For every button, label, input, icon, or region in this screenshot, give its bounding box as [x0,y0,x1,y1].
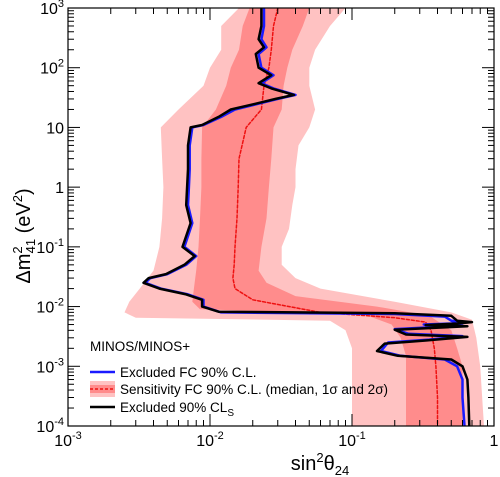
x-tick-label: 10-2 [196,430,224,450]
y-tick-label: 10-1 [36,237,64,257]
x-tick-label: 10-3 [54,430,82,450]
axis-ticks [67,7,495,427]
x-tick-label: 10-1 [338,430,366,450]
1-sigma-band [192,8,463,426]
y-axis-title: Δm241 (eV2) [10,188,38,283]
y-tick-label: 10 [46,120,64,137]
y-tick-label: 1 [55,180,64,197]
x-tick-label: 1 [490,433,499,450]
contour-lines [142,8,474,426]
legend-label-sensitivity: Sensitivity FC 90% C.L. (median, 1σ and … [120,382,388,397]
sensitivity-bands [124,8,484,426]
legend-title: MINOS/MINOS+ [90,339,190,354]
x-axis-title: sin2θ24 [291,450,349,477]
legend-label-cls-excluded: Excluded 90% CLS [120,400,234,419]
legend-label-fc-excluded: Excluded FC 90% C.L. [120,365,257,380]
y-tick-label: 103 [40,0,64,18]
series-excluded-90-cls [142,8,474,426]
legend: MINOS/MINOS+ Excluded FC 90% C.L. Sensit… [90,339,388,419]
y-tick-label: 102 [40,58,64,78]
y-tick-label: 10-3 [36,356,64,376]
y-tick-label: 10-2 [36,297,64,317]
plot-frame [67,7,495,427]
y-tick-label: 10-4 [36,416,64,436]
